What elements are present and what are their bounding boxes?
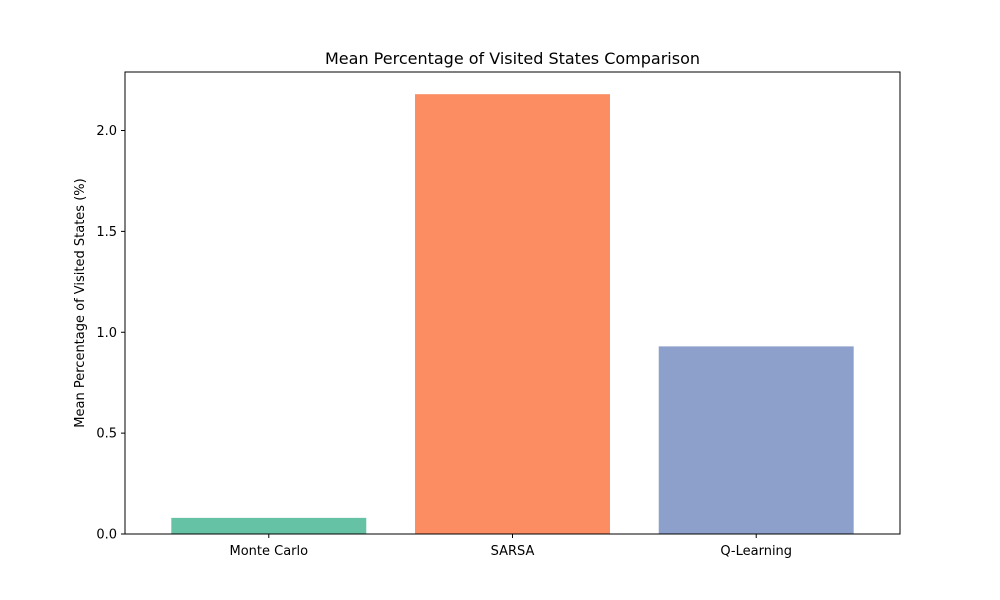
x-tick-label: Monte Carlo	[229, 544, 308, 559]
chart-title: Mean Percentage of Visited States Compar…	[325, 49, 700, 68]
x-tick-label: Q-Learning	[720, 544, 792, 559]
y-axis: 0.0 0.5 1.0 1.5 2.0	[96, 124, 125, 543]
y-tick-label: 1.0	[96, 326, 117, 341]
bars-group	[171, 94, 854, 534]
x-axis: Monte Carlo SARSA Q-Learning	[229, 534, 792, 559]
y-tick-label: 1.5	[96, 225, 117, 240]
plot-frame	[124, 71, 901, 535]
y-axis-label: Mean Percentage of Visited States (%)	[73, 178, 88, 427]
y-tick-label: 0.0	[96, 528, 117, 543]
x-tick-label: SARSA	[491, 544, 535, 559]
bar-sarsa	[415, 94, 610, 534]
bar-q-learning	[658, 346, 854, 534]
y-tick-label: 0.5	[96, 427, 117, 442]
y-tick-label: 2.0	[96, 124, 117, 139]
bar-monte-carlo	[171, 517, 367, 534]
